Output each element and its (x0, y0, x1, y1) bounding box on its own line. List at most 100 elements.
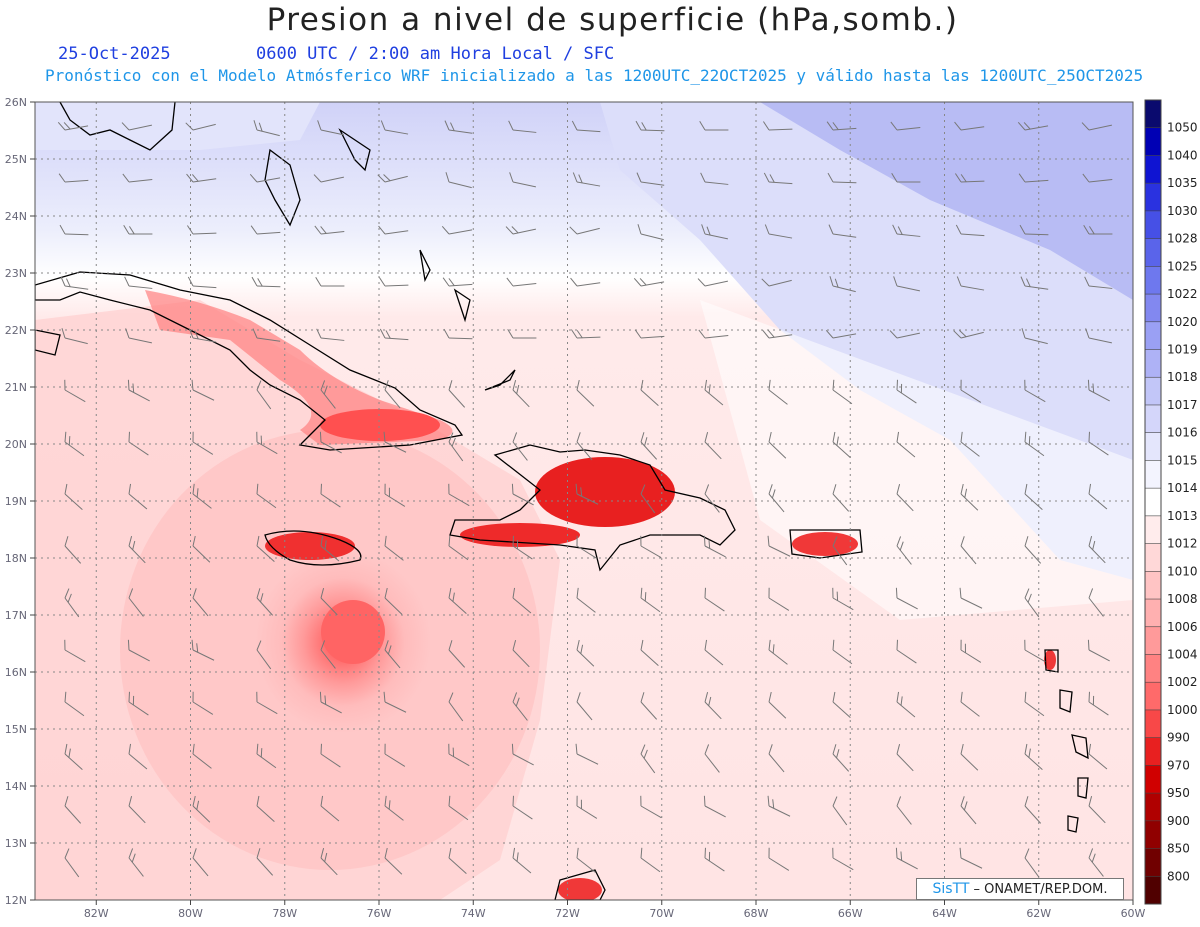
wind-barb (316, 328, 345, 341)
colorbar-swatch (1145, 460, 1161, 489)
wind-barb (448, 847, 467, 875)
wind-barb (1088, 431, 1109, 456)
wind-barb (1019, 224, 1049, 236)
wind-barb (192, 691, 214, 715)
wind-barb (1088, 483, 1108, 510)
colorbar-swatch (1145, 266, 1161, 295)
wind-barb (64, 848, 80, 878)
colorbar-swatch (1145, 321, 1161, 351)
wind-barb (315, 277, 345, 287)
wind-barb (700, 172, 729, 185)
wind-barb (960, 639, 982, 663)
wind-barb (832, 536, 848, 566)
wind-barb (64, 743, 83, 771)
wind-barb (633, 278, 665, 287)
wind-barb (832, 379, 853, 405)
wind-barb (448, 692, 464, 722)
wind-barb (1018, 173, 1049, 183)
wind-barb (384, 640, 401, 669)
wind-barb (256, 691, 278, 715)
wind-barb (896, 431, 916, 458)
lon-label: 80W (178, 907, 203, 920)
wind-barb (313, 174, 345, 183)
colorbar-label: 800 (1167, 869, 1190, 883)
wind-barb (576, 639, 595, 667)
colorbar-label: 1025 (1167, 259, 1198, 273)
wind-barb (895, 847, 918, 870)
wind-barb (570, 277, 601, 287)
wind-barb (640, 847, 661, 873)
wind-barb (64, 431, 85, 457)
lat-label: 18N (5, 552, 27, 565)
wind-barb (828, 224, 857, 238)
wind-barb (256, 431, 278, 455)
colorbar-swatch (1145, 709, 1161, 739)
wind-barb (697, 278, 729, 287)
wind-barb (572, 172, 601, 187)
colorbar-swatch (1145, 183, 1161, 212)
wind-barb (256, 640, 272, 670)
wind-barb (380, 120, 409, 135)
wind-barb (191, 639, 215, 661)
wind-barb (191, 379, 215, 401)
wind-barb (512, 847, 532, 874)
wind-barb (61, 328, 88, 345)
wind-barb (192, 588, 209, 617)
colorbar-label: 1013 (1167, 509, 1198, 523)
wind-barb (761, 278, 792, 287)
wind-barb (317, 120, 345, 136)
wind-barb (635, 120, 665, 132)
wind-barb (58, 173, 89, 183)
wind-barb (320, 380, 336, 409)
wind-barb (640, 744, 656, 774)
wind-barb (128, 743, 148, 770)
wind-barb (768, 744, 785, 773)
wind-barb (320, 588, 338, 616)
lon-label: 74W (461, 907, 486, 920)
wind-barb (1017, 122, 1049, 131)
colorbar-label: 1050 (1167, 121, 1198, 135)
wind-barb (507, 329, 537, 339)
wind-barb (512, 692, 528, 721)
wind-barb (571, 120, 601, 133)
wind-barb (955, 224, 985, 237)
wind-barb (448, 380, 466, 408)
wind-barb (892, 224, 921, 237)
colorbar-label: 1017 (1167, 398, 1198, 412)
wind-barb (256, 848, 274, 876)
lat-label: 24N (5, 210, 27, 223)
wind-barb (444, 120, 473, 134)
colorbar-label: 1002 (1167, 675, 1198, 689)
wind-barb (1082, 173, 1113, 183)
colorbar-label: 900 (1167, 814, 1190, 828)
wind-barb (384, 743, 406, 767)
wind-barb (640, 535, 662, 559)
wind-barb (569, 226, 600, 235)
wind-barb (640, 795, 662, 819)
wind-barb (125, 328, 153, 344)
colorbar-label: 1010 (1167, 564, 1198, 578)
wind-barb (256, 795, 275, 823)
wind-barb (959, 847, 983, 869)
wind-barb (1020, 276, 1049, 290)
wind-barb (383, 431, 407, 453)
colorbar-label: 950 (1167, 786, 1190, 800)
wind-barb (505, 226, 537, 235)
colorbar-label: 1016 (1167, 426, 1198, 440)
map-field (35, 102, 1133, 900)
wind-barb (128, 848, 144, 877)
wind-barbs (57, 120, 1113, 878)
wind-barb (960, 536, 977, 565)
lon-label: 62W (1026, 907, 1051, 920)
lon-label: 72W (555, 907, 580, 920)
wind-barb (703, 535, 726, 558)
wind-barb (64, 691, 85, 717)
longitude-labels: 82W 80W 78W 76W 74W 72W 70W 68W 66W 64W 62W 60W (84, 900, 1146, 920)
wind-barb (1024, 691, 1045, 717)
wind-barb (570, 329, 601, 339)
wind-barb (192, 535, 211, 563)
wind-barb (384, 380, 401, 409)
wind-barb (448, 432, 464, 462)
wind-barb (767, 535, 791, 557)
colorbar-label: 1014 (1167, 481, 1198, 495)
